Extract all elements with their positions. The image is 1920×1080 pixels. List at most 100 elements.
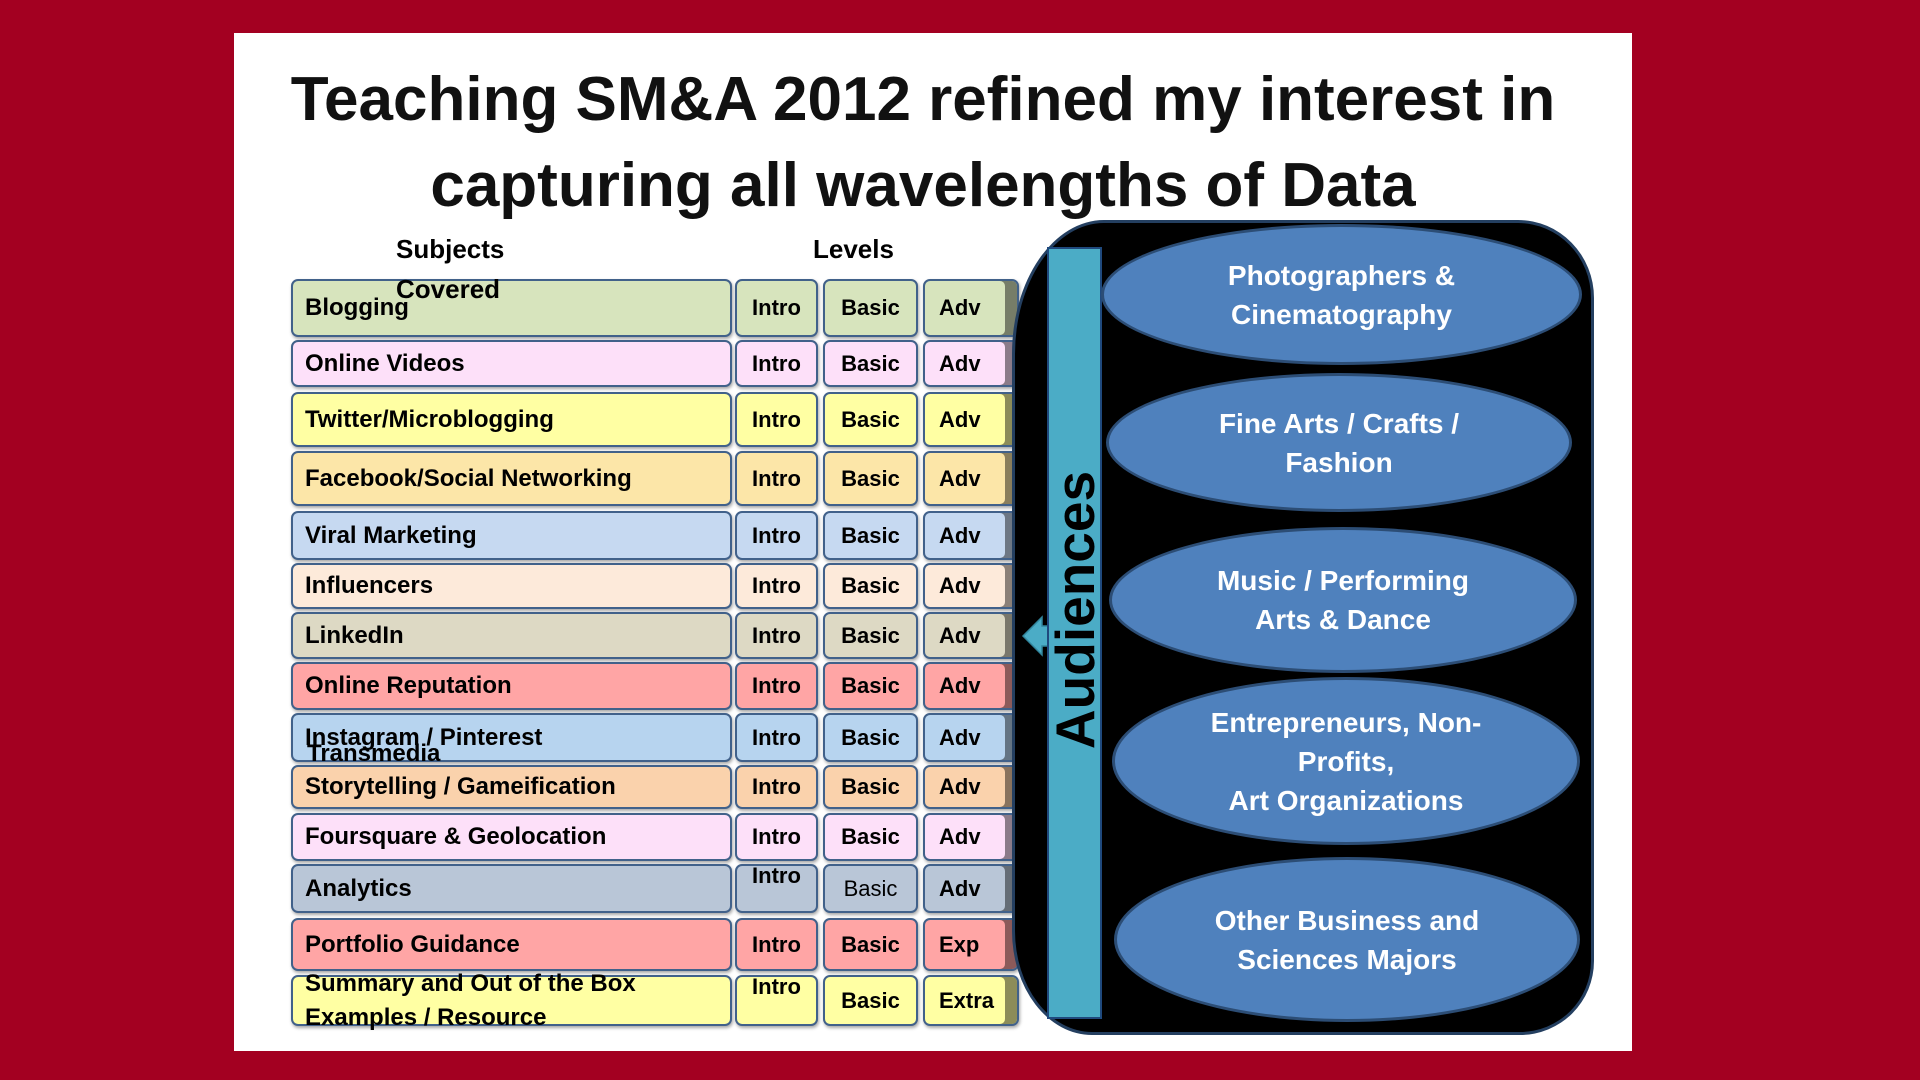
subject-cell: Viral Marketing bbox=[291, 511, 732, 560]
basic-level-label: Basic bbox=[841, 295, 900, 320]
levels-header: Levels bbox=[813, 234, 894, 264]
adv-level-label: Adv bbox=[939, 295, 981, 320]
audience-ellipse-other-majors: Other Business and Sciences Majors bbox=[1114, 857, 1580, 1022]
adv-level-cell: Adv bbox=[923, 340, 1019, 387]
audience-label-line: Sciences Majors bbox=[1237, 943, 1457, 975]
subject-row-facebook: Facebook/Social Networking Intro Basic A… bbox=[291, 451, 1019, 506]
subject-row-influencers: Influencers Intro Basic Adv bbox=[291, 563, 1019, 609]
subject-row-summary: Summary and Out of the Box Examples / Re… bbox=[291, 970, 1019, 1031]
subject-row-linkedin: LinkedIn Intro Basic Adv bbox=[291, 612, 1019, 659]
basic-level-label: Basic bbox=[841, 406, 900, 432]
subject-label: Online Videos bbox=[305, 349, 465, 377]
audiences-bar bbox=[1047, 247, 1102, 1019]
basic-level-label: Basic bbox=[841, 724, 900, 750]
adv-level-label: Adv bbox=[939, 573, 981, 598]
adv-level-label: Adv bbox=[939, 406, 981, 432]
intro-level-label: Intro bbox=[752, 824, 801, 849]
slide-title: Teaching SM&A 2012 refined my interest i… bbox=[234, 57, 1612, 229]
subject-cell: Influencers bbox=[291, 563, 732, 609]
audience-label-line: Photographers & bbox=[1227, 259, 1456, 291]
subjects-header-covered: Covered bbox=[396, 274, 501, 304]
basic-level-label: Basic bbox=[841, 573, 900, 598]
intro-level-cell: Intro bbox=[735, 511, 818, 560]
intro-level-cell: Intro bbox=[735, 863, 818, 913]
basic-level-label: Basic bbox=[841, 622, 900, 648]
subject-row-online-reputation: Online Reputation Intro Basic Adv bbox=[291, 662, 1019, 710]
audience-label-line: Other Business and bbox=[1214, 904, 1480, 936]
basic-level-label: Basic bbox=[841, 774, 900, 799]
intro-level-cell: Intro bbox=[735, 392, 818, 447]
audiences-label: Audiences bbox=[1044, 470, 1106, 750]
basic-level-cell: Basic bbox=[823, 975, 918, 1026]
basic-level-cell: Basic bbox=[823, 451, 918, 506]
subject-cell: Online Videos bbox=[291, 340, 732, 387]
subject-cell: Facebook/Social Networking bbox=[291, 451, 732, 506]
adv-level-label: Adv bbox=[939, 465, 981, 491]
adv-level-cell: Adv bbox=[923, 864, 1019, 913]
basic-level-cell: Basic bbox=[823, 340, 918, 387]
basic-level-cell: Basic bbox=[823, 563, 918, 609]
basic-level-label: Basic bbox=[841, 931, 900, 957]
basic-level-label: Basic bbox=[843, 875, 898, 901]
subject-row-analytics: Analytics Intro Basic Adv bbox=[291, 863, 1019, 913]
adv-level-cell: Adv bbox=[923, 662, 1019, 710]
audience-ellipse-music: Music / Performing Arts & Dance bbox=[1109, 527, 1577, 673]
intro-level-cell: Intro bbox=[735, 713, 818, 762]
audience-ellipse-photographers: Photographers & Cinematography bbox=[1101, 224, 1582, 365]
basic-level-label: Basic bbox=[841, 465, 900, 491]
subject-row-foursquare: Foursquare & Geolocation Intro Basic Adv bbox=[291, 813, 1019, 861]
basic-level-cell: Basic bbox=[823, 279, 918, 337]
transmedia-label: Transmedia bbox=[307, 740, 441, 767]
basic-level-cell: Basic bbox=[823, 511, 918, 560]
subject-label: Twitter/Microblogging bbox=[305, 405, 554, 433]
subject-label: Foursquare & Geolocation bbox=[305, 823, 607, 850]
adv-level-cell: Adv bbox=[923, 511, 1019, 560]
intro-level-cell: Intro bbox=[735, 451, 818, 506]
audience-label-line: Entrepreneurs, Non- bbox=[1210, 706, 1482, 738]
adv-level-cell: Adv bbox=[923, 713, 1019, 762]
slide-title-line-1: Teaching SM&A 2012 refined my interest i… bbox=[290, 65, 1556, 134]
exp-level-label: Exp bbox=[939, 931, 980, 957]
extra-level-cell: Extra bbox=[923, 975, 1019, 1026]
basic-level-cell: Basic bbox=[823, 813, 918, 861]
subject-cell: Analytics bbox=[291, 864, 732, 913]
subject-label: Online Reputation bbox=[305, 672, 512, 699]
subject-row-viral-marketing: Viral Marketing Intro Basic Adv bbox=[291, 511, 1019, 560]
adv-level-label: Adv bbox=[939, 824, 981, 849]
subject-cell: Storytelling / Gameification bbox=[291, 765, 732, 809]
subject-label: Portfolio Guidance bbox=[305, 930, 520, 958]
intro-level-cell: Intro bbox=[735, 918, 818, 971]
audience-label-line: Profits, bbox=[1297, 745, 1395, 777]
subject-label: Storytelling / Gameification bbox=[305, 773, 616, 800]
subject-cell: Twitter/Microblogging bbox=[291, 392, 732, 447]
basic-level-label: Basic bbox=[841, 350, 900, 376]
subject-label: Blogging bbox=[305, 294, 409, 321]
adv-level-label: Adv bbox=[939, 673, 981, 698]
intro-level-cell: Intro bbox=[735, 612, 818, 659]
intro-level-label: Intro bbox=[752, 974, 801, 999]
subject-cell: Instagram / Pinterest bbox=[291, 713, 732, 762]
subject-row-portfolio: Portfolio Guidance Intro Basic Exp bbox=[291, 918, 1019, 971]
basic-level-cell: Basic bbox=[823, 765, 918, 809]
subject-row-storytelling: Storytelling / Gameification Intro Basic… bbox=[291, 765, 1019, 809]
adv-level-label: Adv bbox=[939, 350, 981, 376]
basic-level-cell: Basic bbox=[823, 392, 918, 447]
audience-label-line: Arts & Dance bbox=[1255, 604, 1431, 635]
adv-level-cell: Adv bbox=[923, 451, 1019, 506]
adv-level-label: Adv bbox=[939, 774, 981, 799]
subjects-header: Subjects bbox=[396, 234, 505, 264]
basic-level-label: Basic bbox=[841, 673, 900, 698]
adv-level-label: Adv bbox=[939, 522, 981, 548]
intro-level-cell: Intro bbox=[735, 974, 818, 1026]
exp-level-cell: Exp bbox=[923, 918, 1019, 971]
subject-label: LinkedIn bbox=[305, 621, 404, 649]
audience-label-line: Art Organizations bbox=[1228, 784, 1464, 816]
intro-level-label: Intro bbox=[752, 406, 801, 432]
audience-label-line: Fine Arts / Crafts / bbox=[1218, 407, 1460, 439]
intro-level-cell: Intro bbox=[735, 279, 818, 337]
intro-level-label: Intro bbox=[752, 774, 801, 799]
subject-row-online-videos: Online Videos Intro Basic Adv bbox=[291, 340, 1019, 387]
basic-level-cell: Basic bbox=[823, 713, 918, 762]
subject-label: Influencers bbox=[305, 572, 434, 599]
subject-row-instagram: Instagram / Pinterest Intro Basic Adv bbox=[291, 713, 1019, 762]
